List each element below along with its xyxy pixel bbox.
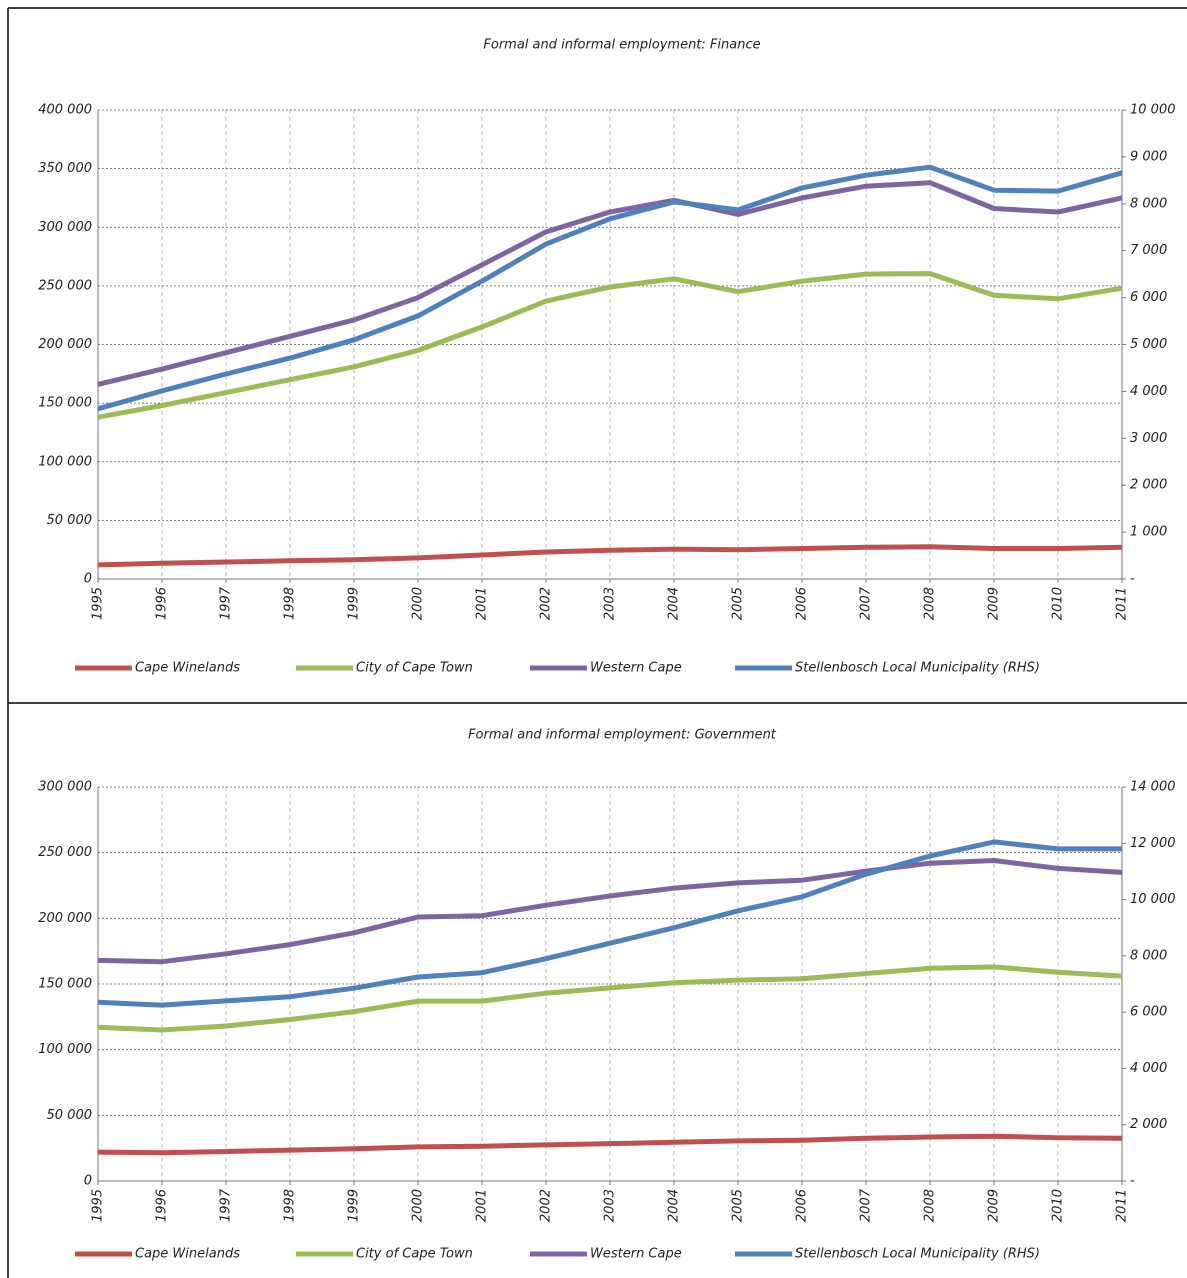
x-tick-label: 2000 [411, 587, 426, 620]
y-tick-label: 100 000 [38, 454, 92, 469]
legend-label: City of Cape Town [356, 661, 473, 676]
y2-tick-label: 3 000 [1130, 431, 1167, 446]
y-tick-label: 300 000 [38, 220, 92, 235]
x-tick-label: 1995 [91, 1189, 106, 1222]
chart-title: Formal and informal employment: Governme… [468, 728, 777, 743]
y-tick-label: 50 000 [47, 1108, 93, 1123]
x-tick-label: 1996 [155, 1189, 170, 1222]
x-tick-label: 2011 [1115, 1189, 1130, 1222]
x-tick-label: 2006 [795, 587, 810, 620]
x-tick-label: 1999 [347, 1189, 362, 1222]
y2-tick-label: 12 000 [1130, 836, 1176, 851]
y2-tick-label: 8 000 [1130, 196, 1167, 211]
series-line [97, 544, 1123, 568]
series-line [97, 839, 1122, 1008]
x-tick-label: 2002 [539, 587, 554, 620]
x-tick-label: 1997 [219, 586, 234, 620]
x-tick-label: 2007 [859, 1188, 874, 1222]
y-tick-label: 250 000 [38, 278, 92, 293]
y2-tick-label: 7 000 [1130, 243, 1167, 258]
x-tick-label: 2011 [1115, 587, 1130, 620]
y2-tick-label: 10 000 [1130, 103, 1176, 118]
x-tick-label: 2008 [923, 1189, 938, 1222]
series-line [97, 1133, 1123, 1156]
x-tick-label: 2007 [859, 586, 874, 620]
series-line [97, 858, 1123, 965]
x-tick-label: 2000 [411, 1189, 426, 1222]
x-tick-label: 2010 [1051, 1189, 1066, 1222]
legend-label: Western Cape [590, 661, 682, 676]
y2-tick-label: 2 000 [1130, 478, 1167, 493]
x-tick-label: 2002 [539, 1189, 554, 1222]
y2-tick-label: - [1130, 1174, 1135, 1189]
x-tick-label: 2003 [603, 1189, 618, 1222]
y-tick-label: 300 000 [38, 780, 92, 795]
y-tick-label: 200 000 [38, 337, 92, 352]
x-tick-label: 2005 [731, 1189, 746, 1222]
x-tick-label: 1995 [91, 587, 106, 620]
y-tick-label: 150 000 [38, 396, 92, 411]
x-tick-label: 1997 [219, 1188, 234, 1222]
series-line [97, 964, 1123, 1033]
x-tick-label: 2004 [667, 587, 682, 620]
y2-tick-label: 8 000 [1130, 948, 1167, 963]
series-line [97, 180, 1123, 387]
x-tick-label: 2010 [1051, 587, 1066, 620]
y2-tick-label: 4 000 [1130, 384, 1167, 399]
x-tick-label: 1996 [155, 587, 170, 620]
x-tick-label: 2001 [475, 1189, 490, 1222]
y2-tick-label: 9 000 [1130, 149, 1167, 164]
x-tick-label: 1998 [283, 587, 298, 620]
y-tick-label: 400 000 [38, 103, 92, 118]
y2-tick-label: 5 000 [1130, 337, 1167, 352]
y-tick-label: 250 000 [38, 845, 92, 860]
legend-label: Cape Winelands [135, 661, 240, 676]
y2-tick-label: 10 000 [1130, 892, 1176, 907]
legend-label: City of Cape Town [356, 1247, 473, 1262]
y2-tick-label: 2 000 [1130, 1117, 1167, 1132]
y2-tick-label: 4 000 [1130, 1061, 1167, 1076]
y2-tick-label: 6 000 [1130, 1005, 1167, 1020]
series-line [97, 164, 1123, 412]
legend-label: Stellenbosch Local Municipality (RHS) [795, 661, 1040, 676]
legend-label: Western Cape [590, 1247, 682, 1262]
x-tick-label: 2001 [475, 587, 490, 620]
y2-tick-label: 14 000 [1130, 780, 1176, 795]
x-tick-label: 2006 [795, 1189, 810, 1222]
legend-label: Stellenbosch Local Municipality (RHS) [795, 1247, 1040, 1262]
y2-tick-label: 6 000 [1130, 290, 1167, 305]
legend-label: Cape Winelands [135, 1247, 240, 1262]
x-tick-label: 2005 [731, 587, 746, 620]
y-tick-label: 50 000 [47, 513, 93, 528]
y2-tick-label: - [1130, 572, 1135, 587]
y-tick-label: 0 [84, 1174, 92, 1189]
series-line [97, 271, 1123, 420]
chart-title: Formal and informal employment: Finance [483, 38, 760, 53]
y-tick-label: 350 000 [38, 161, 92, 176]
y-tick-label: 0 [84, 572, 92, 587]
y-tick-label: 150 000 [38, 977, 92, 992]
y-tick-label: 200 000 [38, 911, 92, 926]
x-tick-label: 1998 [283, 1189, 298, 1222]
x-tick-label: 1999 [347, 587, 362, 620]
x-tick-label: 2004 [667, 1189, 682, 1222]
x-tick-label: 2003 [603, 587, 618, 620]
x-tick-label: 2008 [923, 587, 938, 620]
y2-tick-label: 1 000 [1130, 525, 1167, 540]
x-tick-label: 2009 [987, 587, 1002, 620]
x-tick-label: 2009 [987, 1189, 1002, 1222]
y-tick-label: 100 000 [38, 1042, 92, 1057]
